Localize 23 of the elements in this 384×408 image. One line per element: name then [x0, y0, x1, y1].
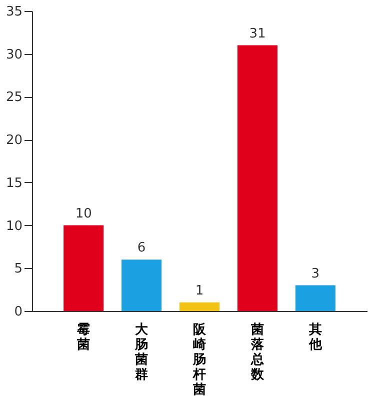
data-label: 6 [137, 240, 146, 256]
bar [122, 260, 162, 311]
y-tick-label: 25 [6, 90, 22, 106]
x-tick-label: 阪崎肠杆菌 [192, 322, 207, 398]
bar [64, 225, 104, 311]
data-label: 31 [249, 26, 266, 42]
y-tick-label: 35 [6, 4, 22, 20]
y-tick-label: 10 [6, 218, 22, 234]
y-tick-label: 15 [6, 176, 22, 191]
data-label: 1 [195, 283, 204, 298]
y-tick-label: 5 [14, 262, 22, 277]
x-tick-label: 大肠菌群 [134, 322, 150, 382]
y-tick-label: 20 [6, 133, 22, 148]
x-tick-label: 霉菌 [76, 322, 90, 352]
bar [295, 285, 336, 311]
x-tick-label: 其他 [308, 322, 323, 352]
x-tick-label: 菌落总数 [250, 322, 265, 382]
data-label: 3 [311, 266, 320, 282]
y-tick-label: 0 [14, 304, 22, 320]
data-label: 10 [75, 206, 92, 222]
bar [237, 45, 278, 311]
y-tick-label: 30 [6, 47, 22, 62]
bar [180, 302, 220, 311]
